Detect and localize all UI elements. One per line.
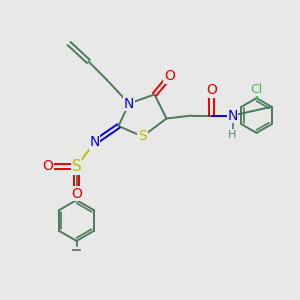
Text: N: N [89, 136, 100, 149]
Text: H: H [228, 130, 237, 140]
Text: O: O [164, 70, 175, 83]
Text: O: O [71, 187, 82, 200]
Text: O: O [206, 83, 217, 97]
Text: S: S [138, 130, 147, 143]
Text: N: N [124, 97, 134, 110]
Text: S: S [72, 159, 81, 174]
Text: O: O [43, 160, 53, 173]
Text: N: N [227, 109, 238, 122]
Text: Cl: Cl [250, 82, 262, 96]
